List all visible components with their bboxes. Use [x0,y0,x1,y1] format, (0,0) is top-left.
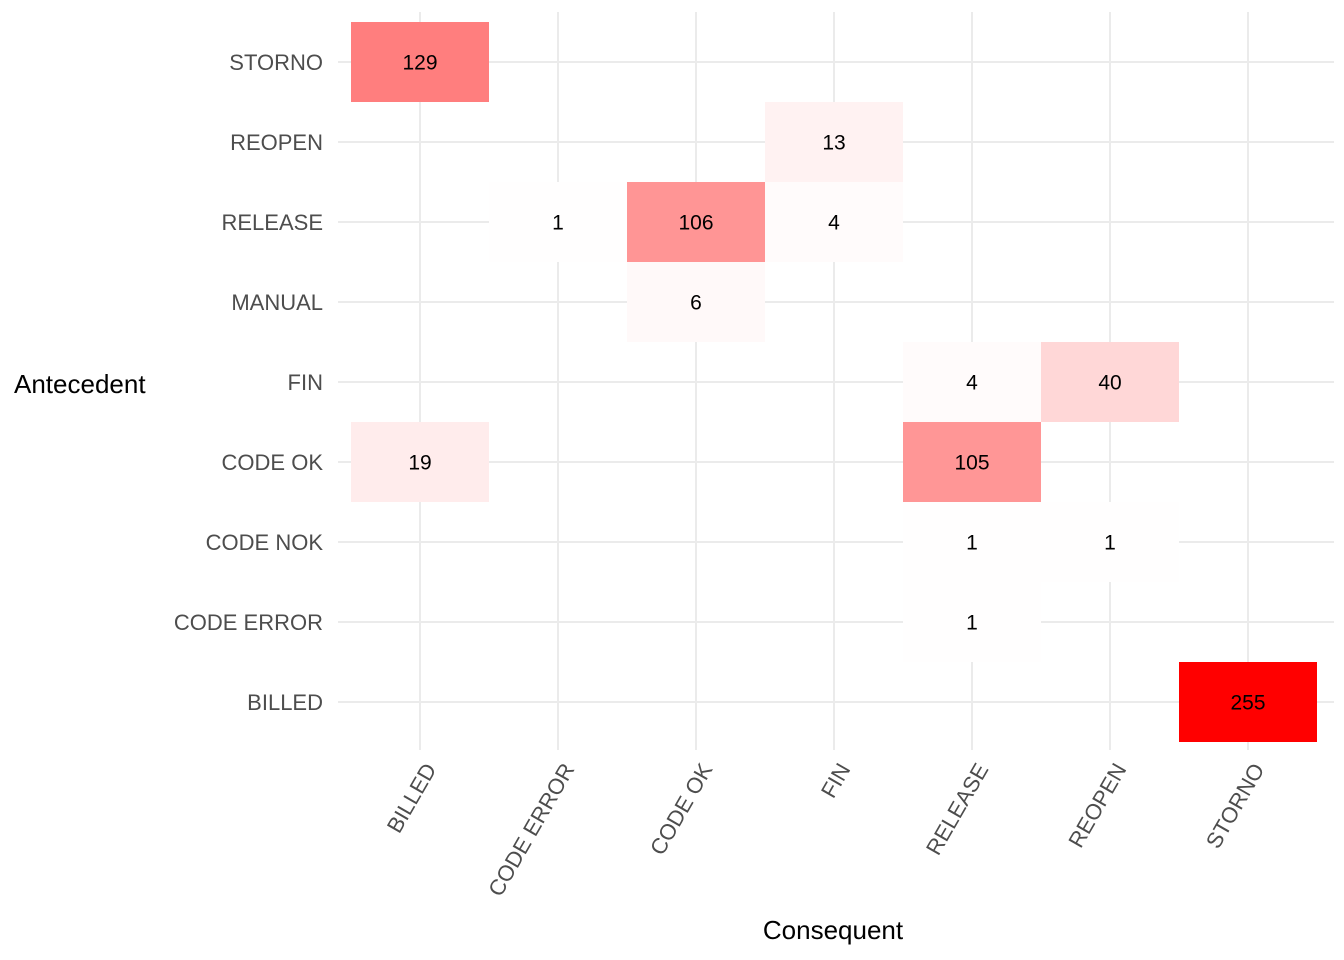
heatmap-cell-reopen-to-fin [765,102,903,182]
cell-value-label: 106 [678,212,713,235]
y-tick-label: MANUAL [231,290,323,315]
x-tick-label: BILLED [382,759,442,837]
heatmap-cell-billed-to-storno [1179,662,1317,742]
cell-value-label: 13 [822,132,845,155]
cell-value-label: 6 [690,292,702,315]
heatmap-cell-code-ok-to-billed [351,422,489,502]
x-tick-label: REOPEN [1063,759,1131,852]
cell-value-label: 1 [966,532,978,555]
cell-value-label: 1 [966,612,978,635]
heatmap-cell-release-to-code-error [489,182,627,262]
y-tick-label: CODE NOK [206,530,324,555]
x-axis-tick-labels: BILLED CODE ERROR CODE OK FIN RELEASE REOPEN S… [382,759,1270,901]
x-tick-label: STORNO [1201,759,1270,853]
y-tick-label: CODE ERROR [174,610,323,635]
x-tick-label: CODE ERROR [483,759,579,901]
cell-value-label: 4 [966,372,978,395]
heatmap-cell-fin-to-reopen [1041,342,1179,422]
heatmap-cell-code-nok-to-release [903,502,1041,582]
x-tick-label: CODE OK [645,759,718,860]
cell-value-label: 40 [1098,372,1121,395]
heatmap-cell-code-nok-to-reopen [1041,502,1179,582]
y-axis-title: Antecedent [14,369,146,399]
y-axis-tick-labels: BILLED CODE ERROR CODE NOK CODE OK FIN MANUAL… [174,50,323,715]
cell-value-label: 255 [1230,692,1265,715]
cell-value-label: 1 [552,212,564,235]
x-tick-label: FIN [816,759,855,802]
cell-value-label: 105 [954,452,989,475]
heatmap-cells: 129 13 1 106 4 6 4 40 19 105 1 1 1 255 [351,22,1317,742]
cell-value-label: 129 [402,52,437,75]
heatmap-cell-manual-to-code-ok [627,262,765,342]
cell-value-label: 1 [1104,532,1116,555]
cell-value-label: 19 [408,452,431,475]
y-tick-label: REOPEN [230,130,323,155]
y-tick-label: RELEASE [222,210,324,235]
heatmap-cell-fin-to-release [903,342,1041,422]
heatmap-cell-storno-to-billed [351,22,489,102]
heatmap-cell-code-ok-to-release [903,422,1041,502]
heatmap-cell-release-to-fin [765,182,903,262]
cell-value-label: 4 [828,212,840,235]
x-tick-label: RELEASE [921,759,993,859]
x-axis-title: Consequent [763,915,904,945]
y-tick-label: CODE OK [222,450,324,475]
heatmap-cell-code-error-to-release [903,582,1041,662]
y-tick-label: STORNO [229,50,323,75]
heatmap-cell-release-to-code-ok [627,182,765,262]
y-tick-label: BILLED [247,690,323,715]
y-tick-label: FIN [288,370,323,395]
